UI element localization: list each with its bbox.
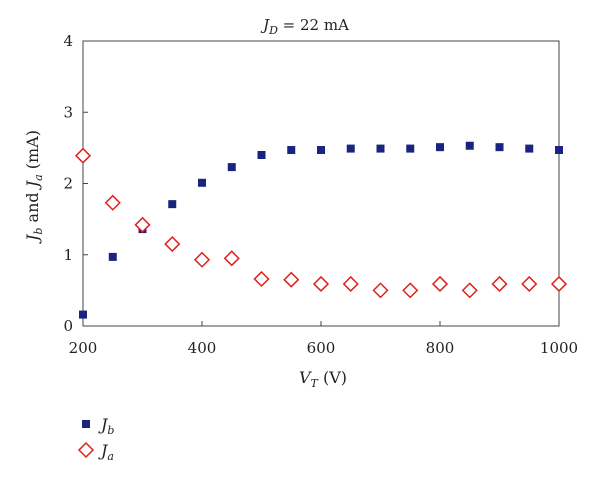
point-Jb	[555, 146, 563, 155]
point-Ja	[342, 275, 359, 293]
x-tick-label: 600	[307, 339, 336, 357]
point-Jb	[317, 146, 325, 155]
point-Ja	[521, 275, 538, 293]
y-tick-label: 4	[63, 32, 73, 50]
point-Jb	[168, 200, 177, 209]
x-tick-label: 1000	[540, 339, 578, 357]
point-Ja	[461, 282, 478, 299]
chart-title: JD = 22 mA	[260, 16, 349, 37]
point-Ja	[164, 236, 181, 253]
x-axis-label-sub: T	[311, 377, 320, 390]
point-Jb	[436, 143, 444, 152]
x-axis-label: VT (V)	[299, 368, 347, 390]
point-Ja	[431, 275, 449, 293]
point-Ja	[283, 271, 300, 288]
point-Ja	[402, 282, 419, 299]
title-rest: = 22 mA	[278, 16, 349, 34]
x-axis-label-main: V	[299, 368, 312, 387]
point-Ja	[312, 275, 330, 293]
point-Ja	[491, 275, 508, 293]
point-Ja	[134, 216, 151, 233]
title-main: J	[260, 16, 270, 34]
legend-label-main: J	[98, 441, 109, 460]
point-Jb	[257, 151, 266, 159]
point-Jb	[79, 310, 87, 319]
legend-marker-Jb	[82, 420, 90, 428]
legend-label-sub: a	[107, 450, 114, 463]
y-axis-label-part: (mA)	[23, 130, 42, 174]
y-tick-label: 2	[63, 175, 73, 193]
point-Jb	[495, 143, 504, 152]
point-Jb	[525, 144, 534, 153]
series-Jb	[79, 141, 563, 319]
y-tick-label: 0	[63, 317, 73, 335]
title-sub: D	[268, 24, 278, 37]
point-Jb	[465, 141, 474, 150]
point-Jb	[227, 163, 236, 172]
point-Ja	[223, 250, 240, 267]
x-tick-label: 200	[69, 339, 98, 357]
title-layer: JD = 22 mA	[260, 16, 349, 37]
point-Ja	[550, 275, 568, 293]
point-Ja	[253, 270, 270, 288]
axes-layer: 200 400 600 800 1000 0 1 2 3 4 VT (V) Jb and Ja (mA…	[23, 32, 578, 390]
point-Jb	[406, 144, 415, 153]
legend-label-sub: b	[107, 424, 114, 437]
y-axis-label-part: J	[23, 233, 42, 244]
point-Ja	[104, 194, 121, 211]
point-Jb	[287, 146, 296, 155]
point-Ja	[372, 282, 389, 299]
point-Jb	[198, 178, 206, 187]
y-axis-label: Jb and Ja (mA)	[23, 130, 45, 244]
series-Ja	[74, 147, 568, 299]
y-tick-label: 3	[63, 103, 73, 121]
legend-marker-Ja	[77, 441, 95, 459]
legend-label-Ja: Ja	[98, 441, 114, 463]
marks-layer	[74, 141, 568, 319]
point-Ja	[193, 251, 211, 268]
y-axis-label-part: b	[32, 228, 45, 235]
point-Jb	[346, 144, 355, 153]
legend-label-Jb: Jb	[98, 415, 114, 437]
x-axis-label-rest: (V)	[318, 368, 347, 387]
y-axis-label-part: a	[32, 174, 45, 181]
point-Jb	[376, 144, 385, 153]
x-tick-label: 800	[426, 339, 455, 357]
x-tick-label: 400	[188, 339, 217, 357]
y-tick-label: 1	[63, 246, 73, 264]
y-axis-label-part: and	[23, 187, 42, 227]
y-axis-label-part: J	[23, 179, 42, 190]
point-Jb	[108, 252, 117, 261]
point-Ja	[74, 147, 92, 164]
legend-label-main: J	[98, 415, 109, 434]
